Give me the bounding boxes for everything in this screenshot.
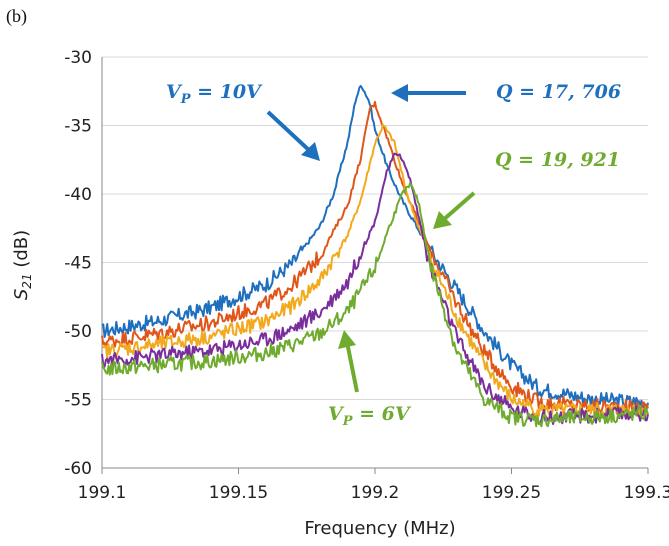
panel-label: (b) bbox=[6, 6, 27, 26]
y-tick-label: -40 bbox=[64, 185, 92, 205]
y-tick-label: -30 bbox=[64, 48, 92, 68]
arrow-vp10 bbox=[266, 110, 320, 161]
series-line-1 bbox=[101, 84, 649, 411]
x-tick-label: 199.2 bbox=[351, 483, 400, 503]
series-line-5 bbox=[101, 182, 649, 428]
y-tick-label: -60 bbox=[64, 459, 92, 479]
annotation-layer: VP = 10V Q = 17, 706 Q = 19, 921 VP = 6V bbox=[166, 81, 621, 429]
x-tick-label: 199.25 bbox=[482, 483, 541, 503]
arrow-q17706 bbox=[391, 84, 466, 102]
x-tick-label: 199.1 bbox=[78, 483, 127, 503]
annotation-q-19921: Q = 19, 921 bbox=[495, 149, 620, 171]
arrow-q19921 bbox=[433, 191, 476, 229]
y-tick-label: -35 bbox=[64, 117, 92, 137]
x-tick-label: 199.3 bbox=[624, 483, 669, 503]
annotation-vp-6v: VP = 6V bbox=[328, 403, 412, 429]
series-line-3 bbox=[101, 123, 649, 419]
x-axis-title: Frequency (MHz) bbox=[304, 518, 455, 539]
y-tick-label: -50 bbox=[64, 322, 92, 342]
arrow-vp6 bbox=[338, 330, 359, 393]
y-tick-label: -45 bbox=[64, 254, 92, 274]
y-axis-title: S21 (dB) bbox=[11, 230, 34, 300]
series-layer bbox=[101, 84, 649, 428]
y-tick-label: -55 bbox=[64, 391, 92, 411]
annotation-q-17706: Q = 17, 706 bbox=[496, 81, 621, 103]
axis-layer: -60 -55 -50 -45 -40 -35 -30 199.1 199.15 199.2 199… bbox=[64, 48, 669, 503]
x-tick-label: 199.15 bbox=[209, 483, 268, 503]
annotation-vp-10v: VP = 10V bbox=[166, 81, 263, 107]
